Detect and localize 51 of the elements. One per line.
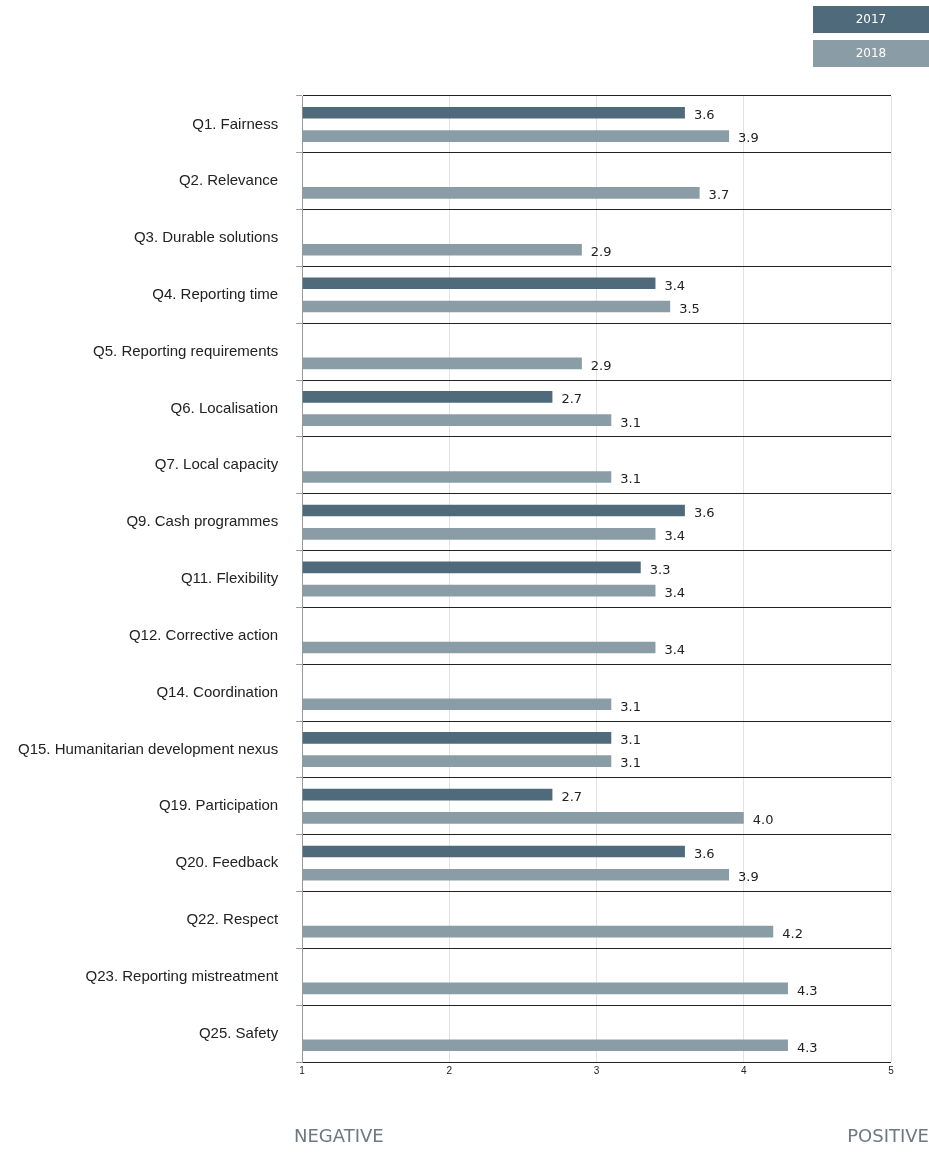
data-label: 3.4 <box>664 585 686 601</box>
data-label: 3.1 <box>620 732 641 748</box>
data-label: 3.1 <box>620 471 641 487</box>
data-label: 3.5 <box>679 300 700 316</box>
y-tick-label: Q25. Safety <box>198 1023 279 1041</box>
y-tick-label: Q11. Flexibility <box>180 569 279 587</box>
y-tick-label: Q2. Relevance <box>178 171 279 189</box>
data-label: 3.1 <box>620 698 641 714</box>
data-label: 3.9 <box>738 130 759 146</box>
data-label: 4.0 <box>752 812 774 828</box>
x-tick-label: 4 <box>741 1064 748 1076</box>
data-label: 2.9 <box>590 357 612 373</box>
y-tick-label: Q7. Local capacity <box>154 455 279 473</box>
y-tick-label: Q5. Reporting requirements <box>93 341 279 359</box>
x-tick-label: 2 <box>446 1064 453 1076</box>
data-label: 3.3 <box>649 561 671 577</box>
data-label: 4.3 <box>796 1039 818 1055</box>
data-label: 4.2 <box>782 925 803 941</box>
text: 2018 <box>813 40 929 67</box>
data-label: 2.7 <box>561 789 583 805</box>
data-label: 3.7 <box>708 187 730 203</box>
y-tick-label: Q4. Reporting time <box>152 285 279 303</box>
data-label: 3.6 <box>693 107 715 123</box>
y-tick-label: Q14. Coordination <box>156 682 279 700</box>
data-label: 3.6 <box>693 504 715 520</box>
y-tick-label: Q22. Respect <box>186 910 279 928</box>
data-label: 3.9 <box>738 869 759 885</box>
data-label: 2.7 <box>561 391 583 407</box>
data-label: 3.4 <box>664 528 686 544</box>
data-label: 3.4 <box>664 277 686 293</box>
text: NEGATIVE <box>294 1125 384 1146</box>
data-label: 3.6 <box>693 845 715 861</box>
x-tick-label: 1 <box>299 1064 306 1076</box>
y-tick-label: Q12. Corrective action <box>128 625 279 643</box>
text: POSITIVE <box>847 1125 929 1146</box>
data-label: 3.4 <box>664 641 686 657</box>
x-tick-label: 5 <box>888 1064 895 1076</box>
data-label: 3.1 <box>620 414 641 430</box>
y-tick-label: Q19. Participation <box>158 796 279 814</box>
y-tick-label: Q1. Fairness <box>192 114 279 132</box>
data-label: 4.3 <box>796 982 818 998</box>
data-label: 3.1 <box>620 755 641 771</box>
x-tick-label: 3 <box>593 1064 600 1076</box>
y-tick-label: Q23. Reporting mistreatment <box>85 966 279 984</box>
y-tick-label: Q9. Cash programmes <box>126 512 279 530</box>
y-tick-label: Q3. Durable solutions <box>133 228 279 246</box>
y-tick-label: Q6. Localisation <box>170 398 279 416</box>
y-tick-label: Q20. Feedback <box>175 853 279 871</box>
text: 2017 <box>813 6 929 33</box>
y-tick-label: Q15. Humanitarian development nexus <box>17 739 279 757</box>
data-label: 2.9 <box>590 244 612 260</box>
